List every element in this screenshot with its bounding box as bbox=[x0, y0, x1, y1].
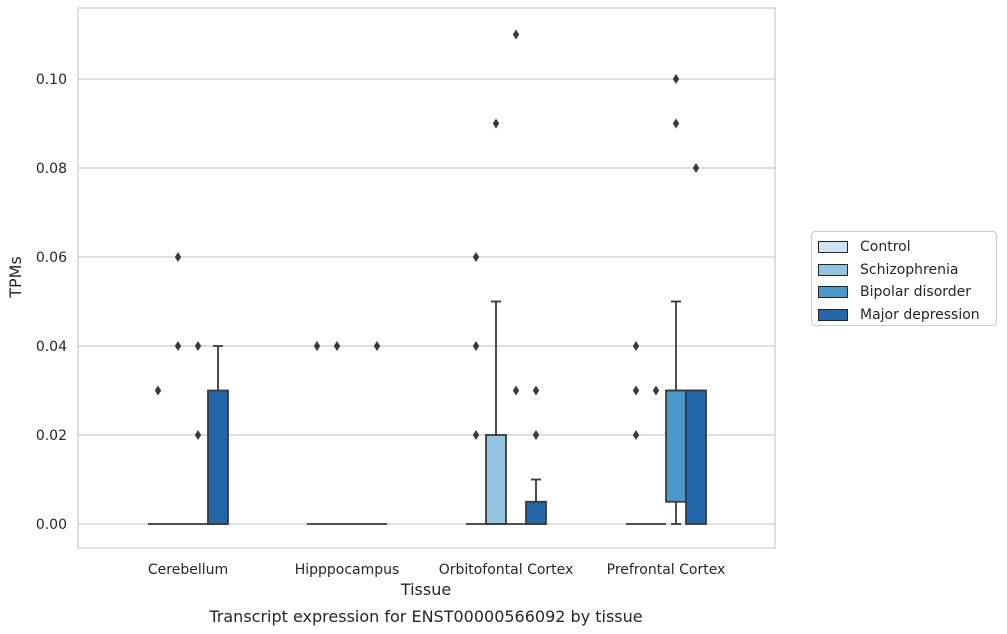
y-tick-label: 0.02 bbox=[36, 428, 67, 444]
outlier-point bbox=[373, 341, 381, 351]
chart-caption: Transcript expression for ENST0000056609… bbox=[208, 607, 642, 626]
box-group bbox=[307, 341, 327, 525]
outlier-point bbox=[154, 385, 162, 396]
y-tick-label: 0.00 bbox=[36, 517, 67, 533]
box bbox=[665, 389, 687, 503]
x-axis-label: Tissue bbox=[400, 580, 451, 599]
box-group bbox=[327, 341, 347, 525]
outlier-point bbox=[692, 163, 700, 173]
box bbox=[485, 434, 507, 525]
outlier-point bbox=[652, 385, 660, 396]
outlier-point bbox=[194, 430, 202, 440]
box-group bbox=[367, 341, 387, 525]
y-tick-label: 0.04 bbox=[36, 339, 67, 355]
x-axis-ticks: Cerebellum Hipppocampus Orbitofontal Corte… bbox=[148, 562, 725, 578]
legend-item: Control bbox=[818, 236, 990, 259]
x-tick-label: Orbitofontal Cortex bbox=[439, 562, 574, 578]
box-group bbox=[207, 345, 229, 525]
y-axis-label: TPMs bbox=[6, 256, 25, 299]
outlier-point bbox=[632, 385, 640, 396]
outlier-point bbox=[313, 341, 321, 351]
box-group bbox=[506, 29, 526, 525]
outlier-point bbox=[632, 341, 640, 351]
box bbox=[525, 500, 547, 525]
y-tick-label: 0.06 bbox=[36, 250, 67, 266]
outlier-point bbox=[333, 341, 341, 351]
legend-swatch bbox=[818, 286, 848, 299]
box-group bbox=[485, 118, 507, 525]
outlier-point bbox=[512, 385, 520, 396]
box-group bbox=[646, 385, 666, 525]
outlier-point bbox=[174, 341, 182, 351]
box-group bbox=[665, 74, 687, 525]
box-group bbox=[685, 163, 707, 525]
box-group bbox=[188, 341, 208, 525]
x-tick-label: Prefrontal Cortex bbox=[607, 562, 726, 578]
outlier-point bbox=[532, 430, 540, 440]
outlier-point bbox=[472, 252, 480, 262]
x-tick-label: Cerebellum bbox=[148, 562, 228, 578]
outlier-point bbox=[672, 118, 680, 129]
outlier-point bbox=[194, 341, 202, 351]
legend-swatch bbox=[818, 263, 848, 276]
legend-swatch bbox=[818, 241, 848, 254]
box bbox=[207, 389, 229, 525]
outlier-point bbox=[492, 118, 500, 129]
plot-area-frame bbox=[77, 7, 776, 549]
box-group bbox=[466, 252, 486, 525]
outlier-point bbox=[472, 341, 480, 351]
outlier-point bbox=[472, 430, 480, 440]
outlier-point bbox=[512, 29, 520, 40]
box-group bbox=[148, 385, 168, 525]
outlier-point bbox=[174, 252, 182, 262]
legend-item: Major depression bbox=[818, 304, 990, 327]
legend-label: Schizophrenia bbox=[860, 261, 959, 278]
legend-swatch bbox=[818, 308, 848, 321]
chart-legend: Control Schizophrenia Bipolar disorder Majo… bbox=[811, 231, 997, 326]
box-group bbox=[168, 252, 188, 525]
outlier-point bbox=[632, 430, 640, 440]
legend-label: Major depression bbox=[860, 306, 980, 323]
box-group bbox=[525, 385, 547, 525]
box-plot-marks bbox=[148, 29, 707, 525]
outlier-point bbox=[532, 385, 540, 396]
legend-item: Bipolar disorder bbox=[818, 281, 990, 304]
y-tick-label: 0.08 bbox=[36, 161, 67, 177]
legend-label: Bipolar disorder bbox=[860, 284, 972, 301]
box-group bbox=[626, 341, 646, 525]
outlier-point bbox=[672, 74, 680, 84]
x-tick-label: Hipppocampus bbox=[295, 562, 400, 578]
y-tick-label: 0.10 bbox=[36, 72, 67, 88]
legend-item: Schizophrenia bbox=[818, 259, 990, 282]
box bbox=[685, 389, 707, 525]
y-axis-ticks: 0.00 0.02 0.04 0.06 0.08 0.10 bbox=[36, 72, 67, 533]
legend-label: Control bbox=[860, 239, 911, 256]
